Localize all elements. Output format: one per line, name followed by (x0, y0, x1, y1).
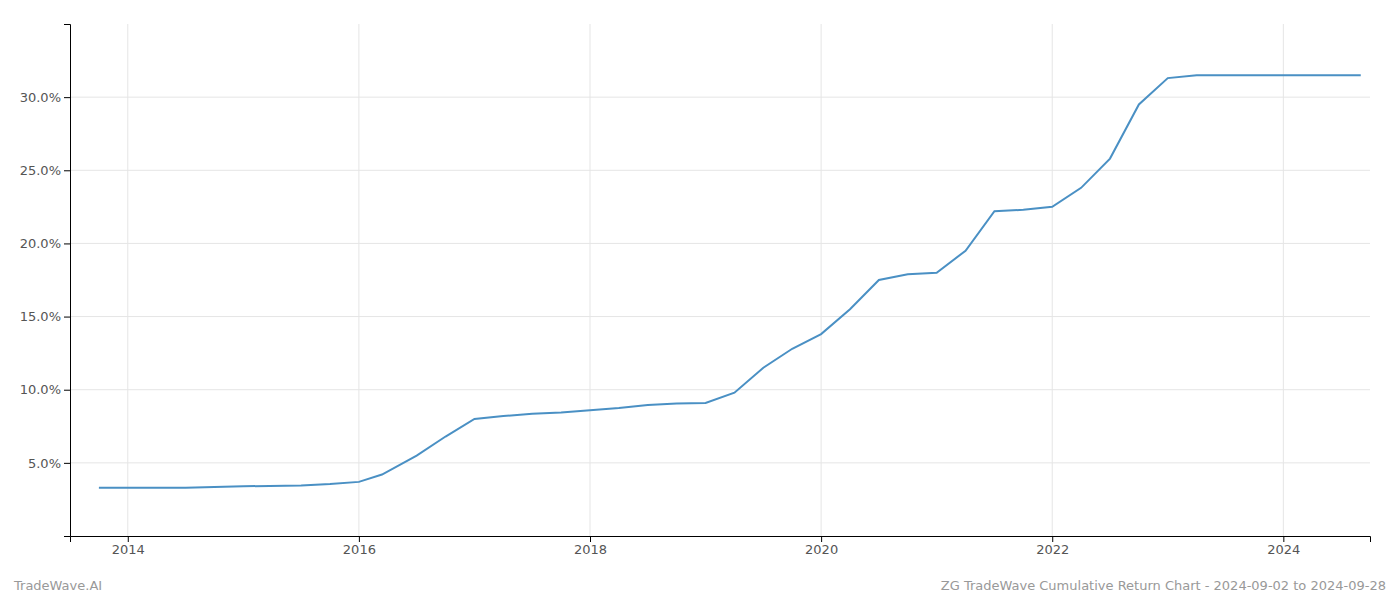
grid-line-x (358, 24, 359, 536)
tick-label: 25.0% (20, 163, 61, 178)
tick-mark (590, 536, 591, 542)
tick: 2018 (574, 536, 607, 557)
tick-label: 15.0% (20, 309, 61, 324)
tick-mark (359, 536, 360, 542)
tick-mark (128, 536, 129, 542)
tick: 15.0% (20, 309, 70, 324)
tick: 10.0% (20, 382, 70, 397)
tick-label: 2022 (1036, 542, 1069, 557)
tick-mark (64, 317, 70, 318)
axis-line (64, 25, 71, 537)
tick-label: 10.0% (20, 382, 61, 397)
tick-mark (64, 463, 70, 464)
tick: 25.0% (20, 163, 70, 178)
tick-label: 2016 (343, 542, 376, 557)
marks (99, 75, 1361, 488)
tick-label: 2024 (1267, 542, 1300, 557)
grid (70, 24, 1370, 536)
tick-label: 2020 (805, 542, 838, 557)
grid-line-x (1283, 24, 1284, 536)
tick-mark (64, 97, 70, 98)
tick-mark (64, 390, 70, 391)
grid-line-x (1052, 24, 1053, 536)
tick-label: 20.0% (20, 236, 61, 251)
grid-line-y (70, 389, 1370, 390)
tick: 2022 (1036, 536, 1069, 557)
tick: 2024 (1267, 536, 1300, 557)
tick: 5.0% (28, 456, 70, 471)
tick: 30.0% (20, 90, 70, 105)
footer-left: TradeWave.AI (13, 578, 102, 593)
y-axis: 5.0% 10.0% 15.0% 20.0% 25.0% 30.0% (20, 25, 71, 537)
plot-area: 2014 2016 2018 2020 2022 2024 5.0% 10.0% 15.0% 20… (20, 24, 1371, 557)
tick-label: 2018 (574, 542, 607, 557)
tick-label: 30.0% (20, 90, 61, 105)
tick-mark (1283, 536, 1284, 542)
grid-line-x (590, 24, 591, 536)
grid-line-y (70, 462, 1370, 463)
tick-label: 5.0% (28, 456, 61, 471)
tick: 20.0% (20, 236, 70, 251)
tick-mark (64, 170, 70, 171)
axis-line (71, 537, 1371, 543)
tick-mark (821, 536, 822, 542)
chart: 2014 2016 2018 2020 2022 2024 5.0% 10.0% 15.0% 20… (0, 0, 1400, 600)
x-axis: 2014 2016 2018 2020 2022 2024 (71, 536, 1371, 557)
grid-line-y (70, 243, 1370, 244)
tick-label: 2014 (112, 542, 145, 557)
grid-line-y (70, 97, 1370, 98)
grid-line-x (127, 24, 128, 536)
tick: 2020 (805, 536, 838, 557)
tick-mark (1052, 536, 1053, 542)
tick: 2014 (112, 536, 145, 557)
tick: 2016 (343, 536, 376, 557)
grid-line-y (70, 170, 1370, 171)
grid-line-x (821, 24, 822, 536)
grid-line-y (70, 316, 1370, 317)
line (99, 75, 1361, 488)
footer-right: ZG TradeWave Cumulative Return Chart - 2… (941, 578, 1386, 593)
tick-mark (64, 243, 70, 244)
